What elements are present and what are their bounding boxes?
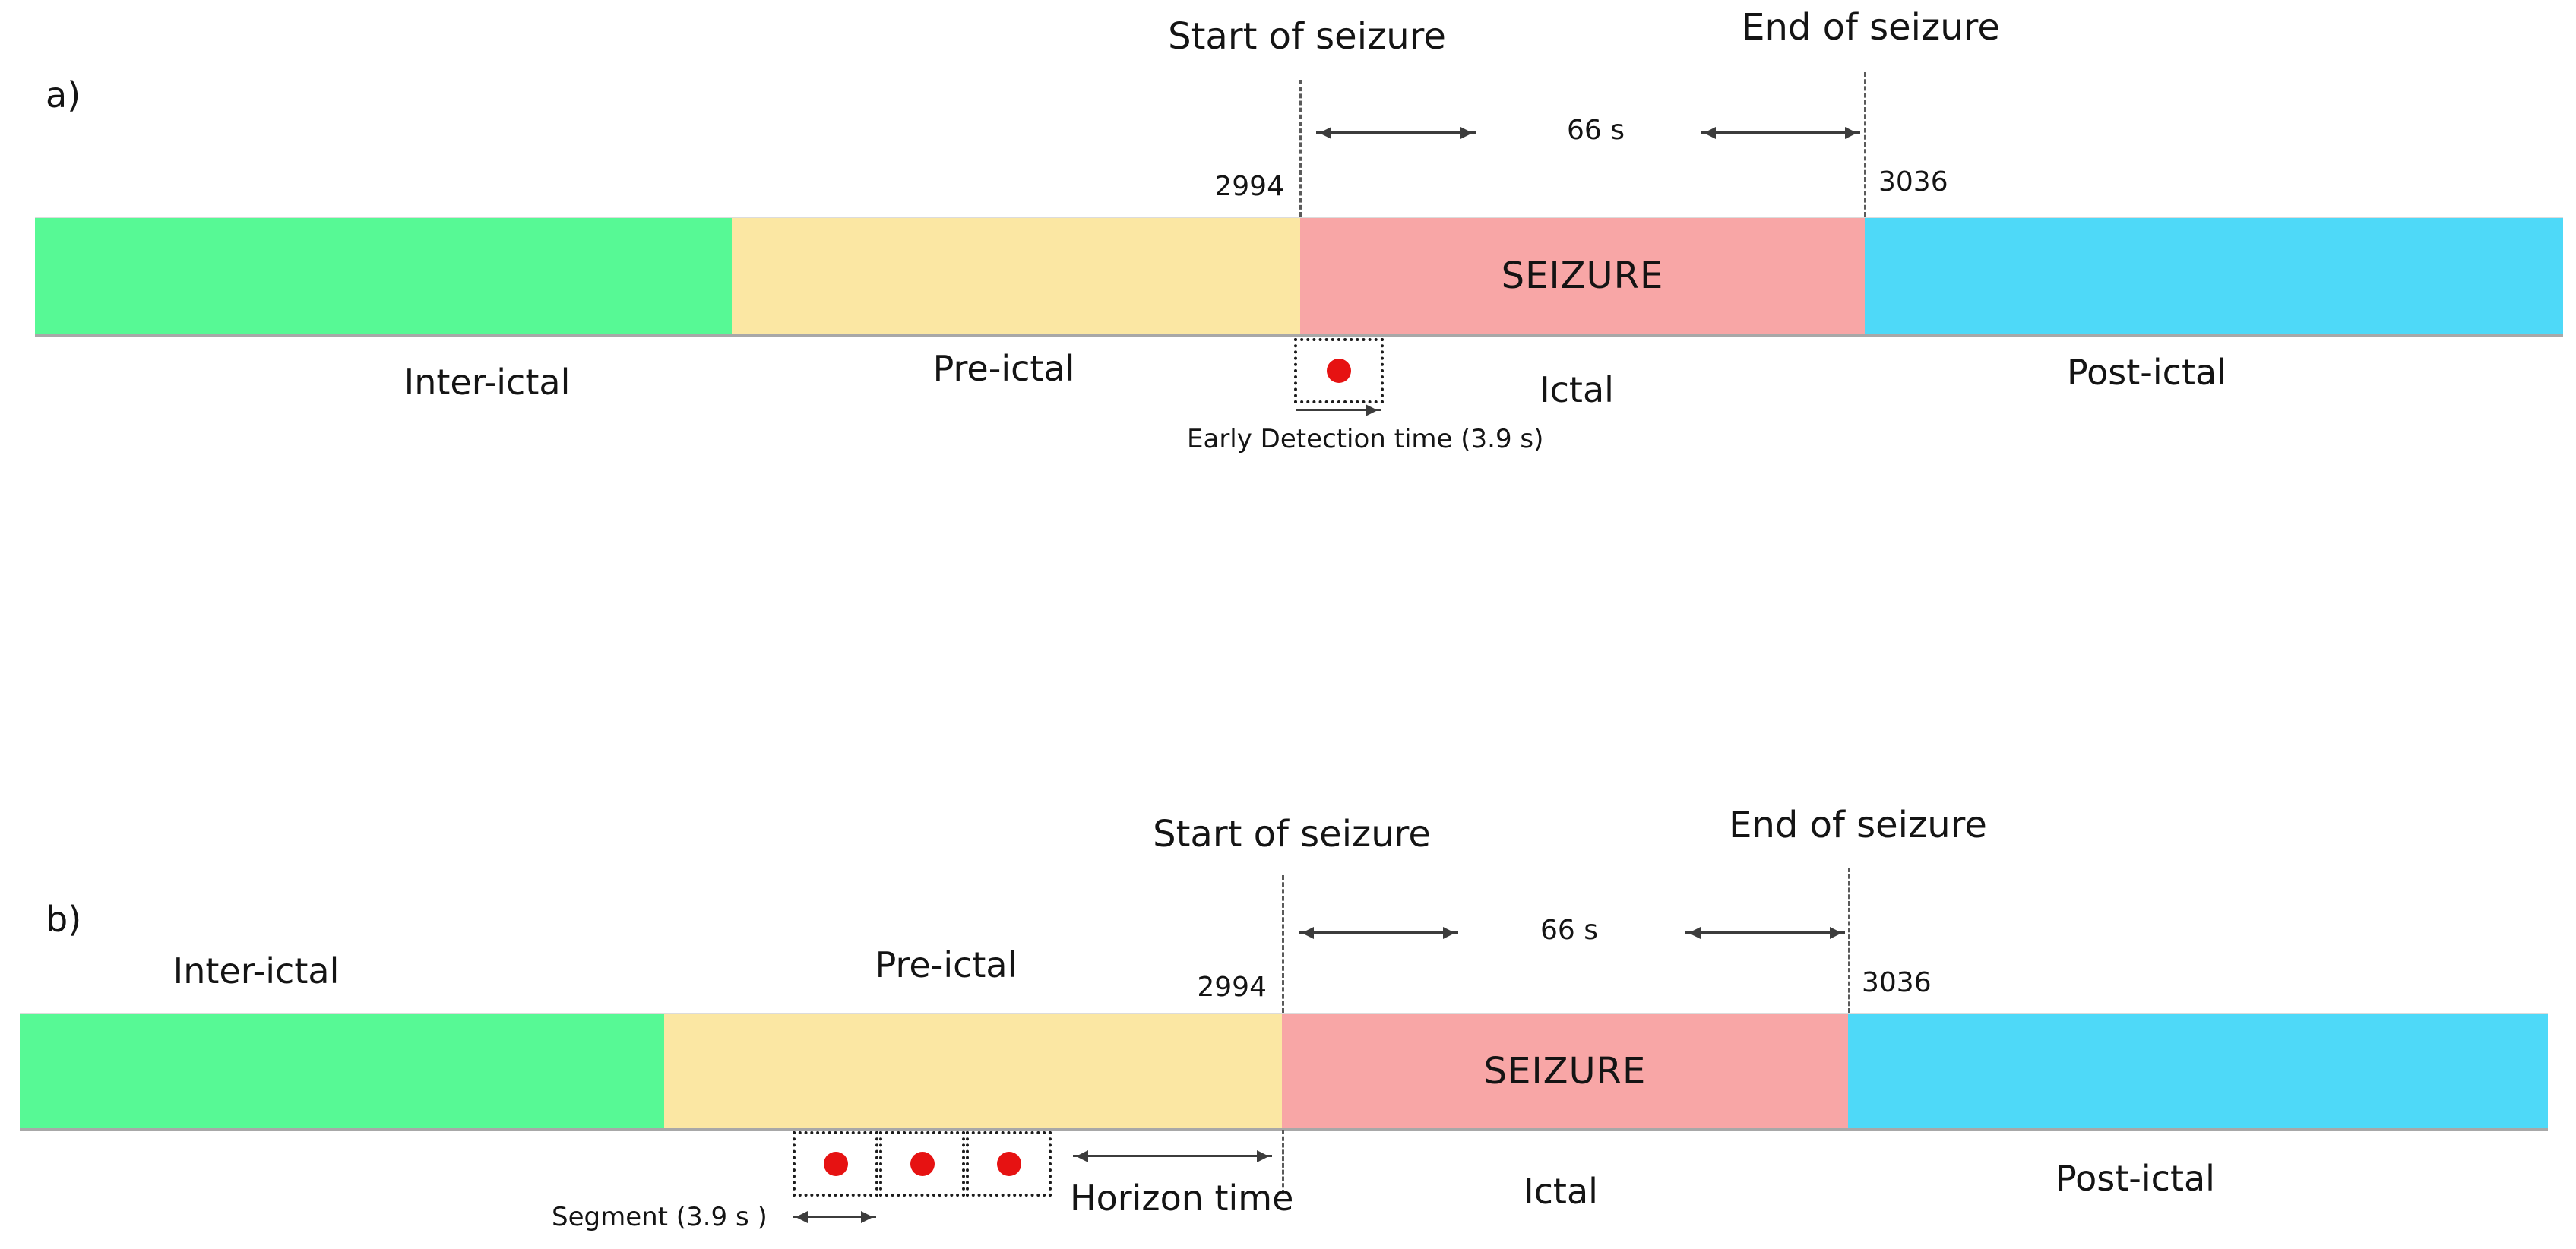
panel-a-segment-inter-ictal xyxy=(35,218,732,334)
panel-a-detection-arrow xyxy=(1296,404,1381,416)
detection-marker-dot-icon xyxy=(1327,359,1351,383)
prediction-marker-dot-icon xyxy=(910,1152,935,1176)
panel-a-timeline-bar: SEIZURE xyxy=(35,217,2563,337)
panel-a-phase-label-post-ictal: Post-ictal xyxy=(2067,352,2226,393)
panel-b-end-time: 3036 xyxy=(1862,967,1932,998)
panel-a-phase-label-ictal: Ictal xyxy=(1540,369,1614,410)
panel-a-phase-label-pre-ictal: Pre-ictal xyxy=(932,348,1075,389)
panel-b-end-of-seizure-label: End of seizure xyxy=(1729,804,1987,846)
panel-a-duration-arrow-right xyxy=(1701,127,1860,139)
panel-a-duration-arrow-left xyxy=(1316,127,1476,139)
panel-b-prediction-box-1 xyxy=(793,1131,878,1197)
panel-b-duration-arrow-left xyxy=(1299,927,1458,939)
panel-a-segment-post-ictal xyxy=(1865,218,2563,334)
panel-a-duration-label: 66 s xyxy=(1566,115,1625,146)
panel-b-seizure-text: SEIZURE xyxy=(1483,1050,1647,1092)
panel-a-end-time: 3036 xyxy=(1878,166,1948,198)
panel-b-segment-post-ictal xyxy=(1848,1014,2548,1128)
panel-b-timeline-bar: SEIZURE xyxy=(20,1013,2548,1131)
panel-a-segment-ictal: SEIZURE xyxy=(1300,218,1865,334)
panel-b-label: b) xyxy=(46,899,82,940)
panel-b-phase-label-pre-ictal: Pre-ictal xyxy=(875,944,1017,985)
panel-b-segment-inter-ictal xyxy=(20,1014,664,1128)
panel-a-label: a) xyxy=(46,74,81,115)
panel-b-duration-arrow-right xyxy=(1685,927,1845,939)
panel-a-early-detection-label: Early Detection time (3.9 s) xyxy=(1187,424,1544,454)
panel-b-phase-label-inter-ictal: Inter-ictal xyxy=(172,950,340,991)
panel-b-horizon-label: Horizon time xyxy=(1070,1178,1294,1219)
panel-b-start-of-seizure-label: Start of seizure xyxy=(1153,813,1431,855)
panel-b-prediction-box-2 xyxy=(879,1131,965,1197)
prediction-marker-dot-icon xyxy=(823,1152,848,1176)
panel-a-phase-label-inter-ictal: Inter-ictal xyxy=(403,362,571,403)
panel-b-start-time: 2994 xyxy=(1197,972,1267,1003)
panel-b-segment-arrow xyxy=(793,1211,876,1223)
panel-b-seizure-end-dashed-line xyxy=(1848,868,1850,1013)
panel-b-segment-pre-ictal xyxy=(664,1014,1282,1128)
panel-b-phase-label-ictal: Ictal xyxy=(1524,1171,1598,1212)
panel-b-segment-ictal: SEIZURE xyxy=(1282,1014,1848,1128)
panel-a-start-time: 2994 xyxy=(1214,171,1284,202)
panel-a-segment-pre-ictal xyxy=(732,218,1300,334)
panel-a-seizure-end-dashed-line xyxy=(1864,72,1866,217)
panel-a-detection-box xyxy=(1294,338,1384,403)
panel-b-prediction-box-3 xyxy=(966,1131,1052,1197)
panel-b-horizon-arrow xyxy=(1073,1150,1272,1162)
panel-a-seizure-text: SEIZURE xyxy=(1501,255,1664,297)
panel-b-seizure-start-dashed-line-lower xyxy=(1282,1130,1284,1194)
panel-b-seizure-start-dashed-line xyxy=(1282,875,1284,1013)
panel-b-duration-label: 66 s xyxy=(1540,915,1598,946)
panel-a-seizure-start-dashed-line xyxy=(1299,80,1302,217)
panel-a-start-of-seizure-label: Start of seizure xyxy=(1168,15,1446,58)
panel-a-end-of-seizure-label: End of seizure xyxy=(1742,6,2000,49)
panel-b-phase-label-post-ictal: Post-ictal xyxy=(2055,1158,2215,1199)
prediction-marker-dot-icon xyxy=(996,1152,1021,1176)
panel-b-segment-label: Segment (3.9 s ) xyxy=(552,1202,767,1232)
